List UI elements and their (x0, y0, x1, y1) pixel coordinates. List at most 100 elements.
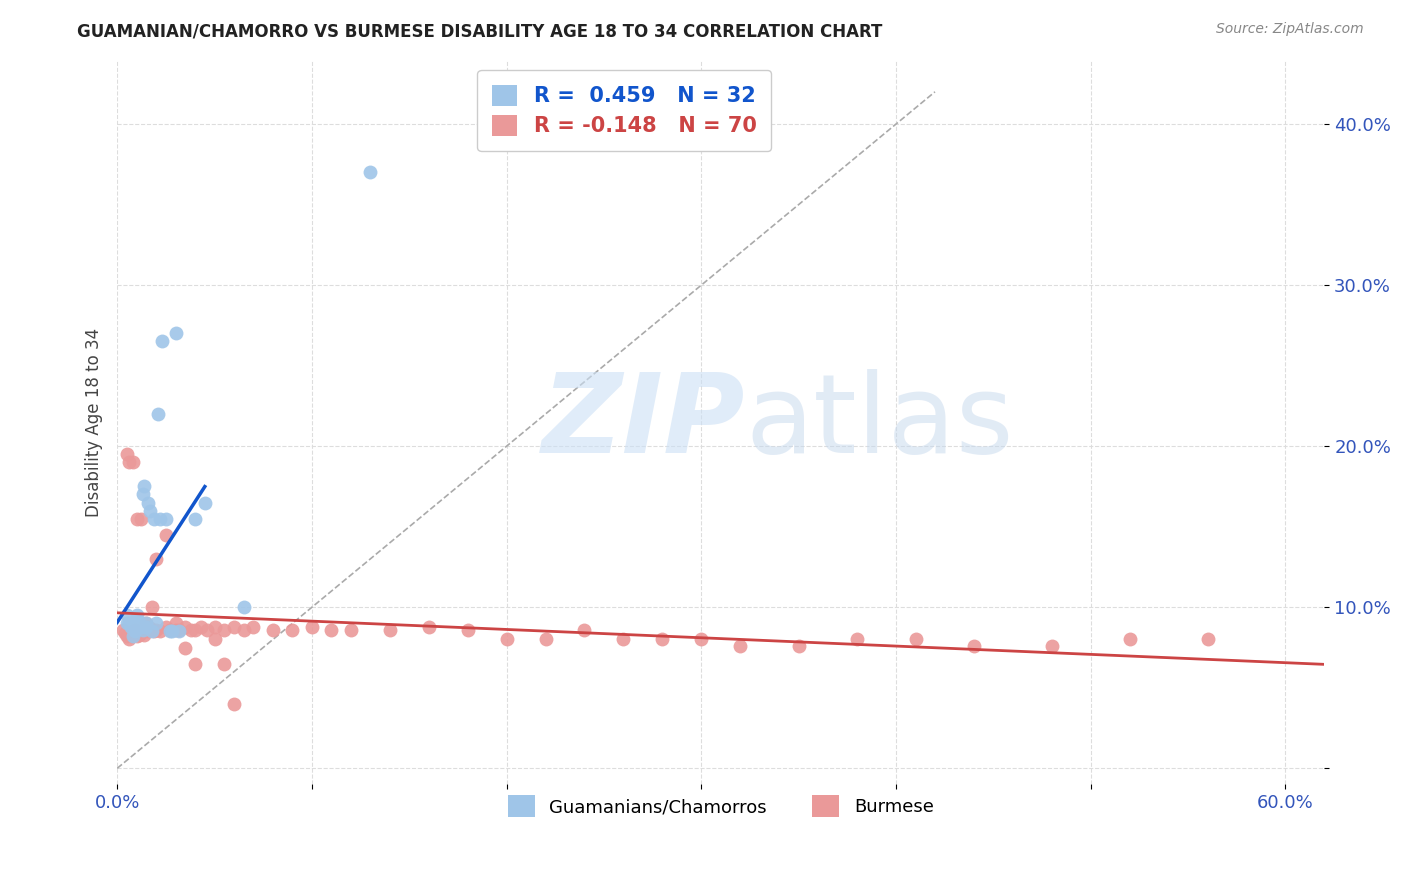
Point (121, 629, 143, 643)
Point (904, 632, 927, 647)
Point (145, 623, 167, 637)
Point (125, 511, 148, 525)
Point (120, 619, 142, 633)
Point (204, 619, 226, 633)
Point (134, 627, 156, 641)
Point (118, 455, 141, 469)
Point (145, 552, 167, 566)
Point (651, 632, 673, 647)
Point (115, 608, 138, 623)
Point (195, 623, 218, 637)
Point (612, 632, 634, 647)
Point (129, 511, 152, 525)
Point (301, 619, 323, 633)
Point (378, 623, 401, 637)
Point (340, 623, 363, 637)
Point (135, 619, 157, 633)
Point (222, 619, 245, 633)
Point (118, 632, 141, 647)
Point (359, 165, 381, 179)
Point (121, 624, 143, 639)
Point (139, 503, 162, 517)
Point (114, 626, 136, 640)
Point (124, 623, 146, 637)
Point (169, 623, 191, 637)
Point (165, 623, 187, 637)
Point (141, 623, 163, 637)
Point (495, 632, 517, 647)
Point (128, 627, 150, 641)
Legend: Guamanians/Chamorros, Burmese: Guamanians/Chamorros, Burmese (499, 786, 942, 826)
Point (159, 624, 181, 639)
Point (262, 623, 284, 637)
Point (418, 619, 440, 633)
Point (190, 619, 212, 633)
Point (159, 623, 181, 637)
Y-axis label: Disability Age 18 to 34: Disability Age 18 to 34 (86, 327, 103, 516)
Point (118, 616, 141, 631)
Point (963, 639, 986, 653)
Point (165, 326, 187, 341)
Point (321, 623, 343, 637)
Point (149, 624, 172, 639)
Point (125, 613, 148, 627)
Point (457, 623, 479, 637)
Point (129, 619, 152, 633)
Point (214, 657, 236, 671)
Point (141, 600, 163, 615)
Point (574, 623, 596, 637)
Point (131, 624, 153, 639)
Point (134, 479, 156, 493)
Point (184, 511, 207, 525)
Point (690, 632, 713, 647)
Point (131, 487, 153, 501)
Point (150, 334, 173, 349)
Point (1118, 632, 1140, 647)
Point (115, 629, 138, 643)
Point (242, 619, 264, 633)
Point (135, 619, 157, 633)
Text: atlas: atlas (745, 368, 1014, 475)
Point (149, 511, 172, 525)
Point (730, 639, 752, 653)
Point (124, 624, 146, 639)
Point (169, 624, 191, 639)
Point (155, 511, 177, 525)
Point (143, 624, 166, 639)
Point (787, 639, 810, 653)
Point (121, 455, 143, 469)
Point (184, 623, 207, 637)
Point (128, 616, 150, 631)
Text: GUAMANIAN/CHAMORRO VS BURMESE DISABILITY AGE 18 TO 34 CORRELATION CHART: GUAMANIAN/CHAMORRO VS BURMESE DISABILITY… (77, 22, 883, 40)
Point (174, 640, 197, 655)
Point (120, 629, 142, 643)
Point (214, 623, 236, 637)
Point (141, 624, 163, 639)
Point (155, 528, 177, 542)
Point (232, 623, 254, 637)
Point (194, 495, 217, 509)
Point (115, 447, 138, 461)
Point (131, 623, 153, 637)
Point (222, 697, 245, 711)
Point (281, 623, 304, 637)
Text: ZIP: ZIP (541, 368, 745, 475)
Point (135, 616, 157, 631)
Point (129, 626, 152, 640)
Point (145, 616, 167, 631)
Point (1197, 632, 1219, 647)
Point (232, 600, 254, 615)
Point (180, 623, 202, 637)
Point (125, 629, 148, 643)
Point (174, 619, 197, 633)
Point (143, 511, 166, 525)
Point (125, 608, 148, 623)
Point (846, 632, 869, 647)
Point (155, 619, 177, 633)
Point (138, 624, 160, 639)
Point (534, 632, 557, 647)
Point (146, 407, 169, 421)
Point (112, 623, 135, 637)
Point (204, 632, 226, 647)
Point (135, 616, 157, 631)
